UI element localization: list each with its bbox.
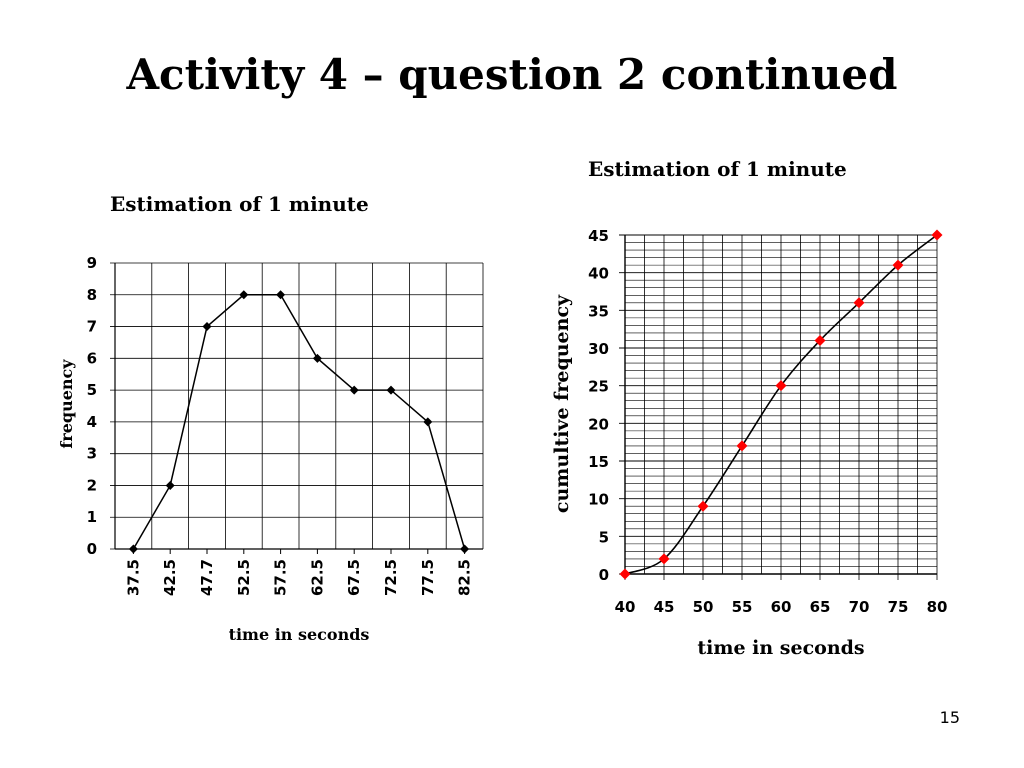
x-tick-label: 40 xyxy=(615,598,636,616)
data-point xyxy=(239,290,249,300)
chart-title-frequency-polygon: Estimation of 1 minute xyxy=(110,192,369,216)
y-tick-label: 40 xyxy=(588,265,609,283)
x-tick-label: 70 xyxy=(849,598,870,616)
data-point xyxy=(775,380,787,392)
data-point xyxy=(697,500,709,512)
y-tick-label: 3 xyxy=(87,445,97,463)
x-tick-label: 75 xyxy=(888,598,909,616)
x-tick-label: 80 xyxy=(927,598,948,616)
x-axis-title: time in seconds xyxy=(229,625,370,644)
y-tick-label: 8 xyxy=(87,286,97,304)
data-point xyxy=(312,353,322,363)
x-tick-label: 47.7 xyxy=(198,559,216,596)
data-point xyxy=(349,385,359,395)
data-point xyxy=(931,229,943,241)
x-tick-label: 77.5 xyxy=(419,559,437,596)
data-point xyxy=(202,322,212,332)
x-tick-label: 62.5 xyxy=(308,559,326,596)
x-tick-label: 52.5 xyxy=(235,559,253,596)
x-tick-label: 67.5 xyxy=(345,559,363,596)
y-tick-label: 5 xyxy=(87,381,97,399)
x-tick-label: 65 xyxy=(810,598,831,616)
y-tick-label: 1 xyxy=(87,508,97,526)
y-tick-label: 2 xyxy=(87,476,97,494)
data-point xyxy=(892,259,904,271)
x-tick-label: 82.5 xyxy=(456,559,474,596)
chart-title-cumulative-frequency: Estimation of 1 minute xyxy=(588,157,847,181)
data-point xyxy=(460,544,470,554)
y-axis-title: frequency xyxy=(57,359,76,449)
y-tick-label: 15 xyxy=(588,453,609,471)
x-tick-label: 55 xyxy=(732,598,753,616)
page-number: 15 xyxy=(939,708,960,727)
x-tick-label: 37.5 xyxy=(124,559,142,596)
x-tick-label: 72.5 xyxy=(382,559,400,596)
y-tick-label: 35 xyxy=(588,302,609,320)
y-axis-title: cumultive frequency xyxy=(551,294,573,513)
data-point xyxy=(386,385,396,395)
y-tick-label: 0 xyxy=(87,540,97,558)
data-point xyxy=(853,297,865,309)
y-tick-label: 7 xyxy=(87,318,97,336)
y-tick-label: 6 xyxy=(87,349,97,367)
data-point xyxy=(814,334,826,346)
series-line xyxy=(132,294,466,550)
y-tick-label: 20 xyxy=(588,415,609,433)
y-tick-label: 9 xyxy=(87,254,97,272)
x-axis-title: time in seconds xyxy=(697,637,864,659)
slide-title: Activity 4 – question 2 continued xyxy=(126,50,898,99)
data-point xyxy=(736,440,748,452)
data-point xyxy=(276,290,286,300)
data-point xyxy=(658,553,670,565)
y-tick-label: 45 xyxy=(588,227,609,245)
x-tick-label: 57.5 xyxy=(272,559,290,596)
data-point xyxy=(619,568,631,580)
data-point xyxy=(128,544,138,554)
x-tick-label: 42.5 xyxy=(161,559,179,596)
y-tick-label: 5 xyxy=(599,528,609,546)
x-tick-label: 60 xyxy=(771,598,792,616)
y-tick-label: 10 xyxy=(588,491,609,509)
x-tick-label: 45 xyxy=(654,598,675,616)
y-tick-label: 4 xyxy=(87,413,97,431)
data-point xyxy=(165,480,175,490)
y-tick-label: 0 xyxy=(599,566,609,584)
y-tick-label: 25 xyxy=(588,378,609,396)
y-tick-label: 30 xyxy=(588,340,609,358)
data-point xyxy=(423,417,433,427)
x-tick-label: 50 xyxy=(693,598,714,616)
